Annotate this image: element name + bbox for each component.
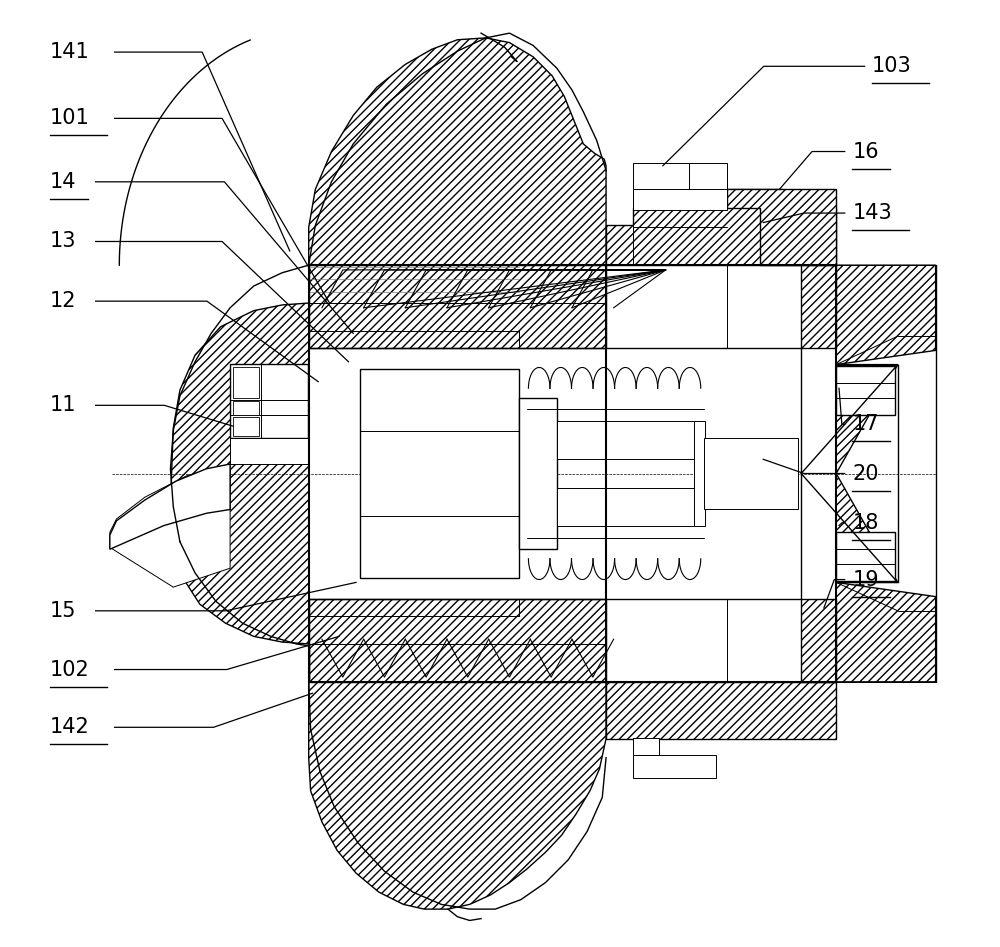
Bar <box>689 163 727 189</box>
Polygon shape <box>727 189 836 265</box>
Polygon shape <box>836 474 898 582</box>
Polygon shape <box>309 682 606 909</box>
Polygon shape <box>110 464 230 587</box>
Polygon shape <box>110 464 230 549</box>
Bar <box>230 438 308 464</box>
Text: 16: 16 <box>852 141 879 162</box>
Text: 14: 14 <box>50 171 77 192</box>
Bar <box>704 438 798 509</box>
Polygon shape <box>836 265 936 365</box>
Text: 103: 103 <box>872 56 912 77</box>
Polygon shape <box>309 265 606 348</box>
Polygon shape <box>801 599 836 682</box>
Polygon shape <box>836 582 936 682</box>
Bar <box>694 421 705 526</box>
Bar <box>557 488 694 526</box>
Bar <box>633 755 716 778</box>
Bar <box>633 738 659 755</box>
Bar <box>519 398 557 549</box>
Text: 18: 18 <box>852 512 879 533</box>
Polygon shape <box>170 265 309 682</box>
Text: 102: 102 <box>50 659 90 680</box>
Text: 19: 19 <box>852 569 879 590</box>
Polygon shape <box>606 682 836 739</box>
Text: 13: 13 <box>50 231 77 252</box>
Bar <box>633 189 727 210</box>
Text: 101: 101 <box>50 108 90 129</box>
Bar <box>836 532 895 581</box>
Bar <box>233 401 259 415</box>
Text: 142: 142 <box>50 717 90 738</box>
Bar <box>633 163 689 189</box>
Bar <box>233 367 259 398</box>
Bar <box>360 369 519 578</box>
Bar <box>230 364 308 438</box>
Text: 141: 141 <box>50 42 90 63</box>
Polygon shape <box>309 599 606 682</box>
Text: 11: 11 <box>50 395 77 416</box>
Polygon shape <box>801 265 836 348</box>
Bar <box>233 417 259 436</box>
Bar <box>836 366 895 415</box>
Polygon shape <box>836 365 898 474</box>
Text: 17: 17 <box>852 414 879 435</box>
Polygon shape <box>606 189 836 265</box>
Text: 12: 12 <box>50 291 77 312</box>
Text: 20: 20 <box>852 463 879 484</box>
Bar <box>557 421 694 459</box>
Text: 15: 15 <box>50 600 77 621</box>
Text: 143: 143 <box>852 203 892 223</box>
Polygon shape <box>309 38 606 265</box>
